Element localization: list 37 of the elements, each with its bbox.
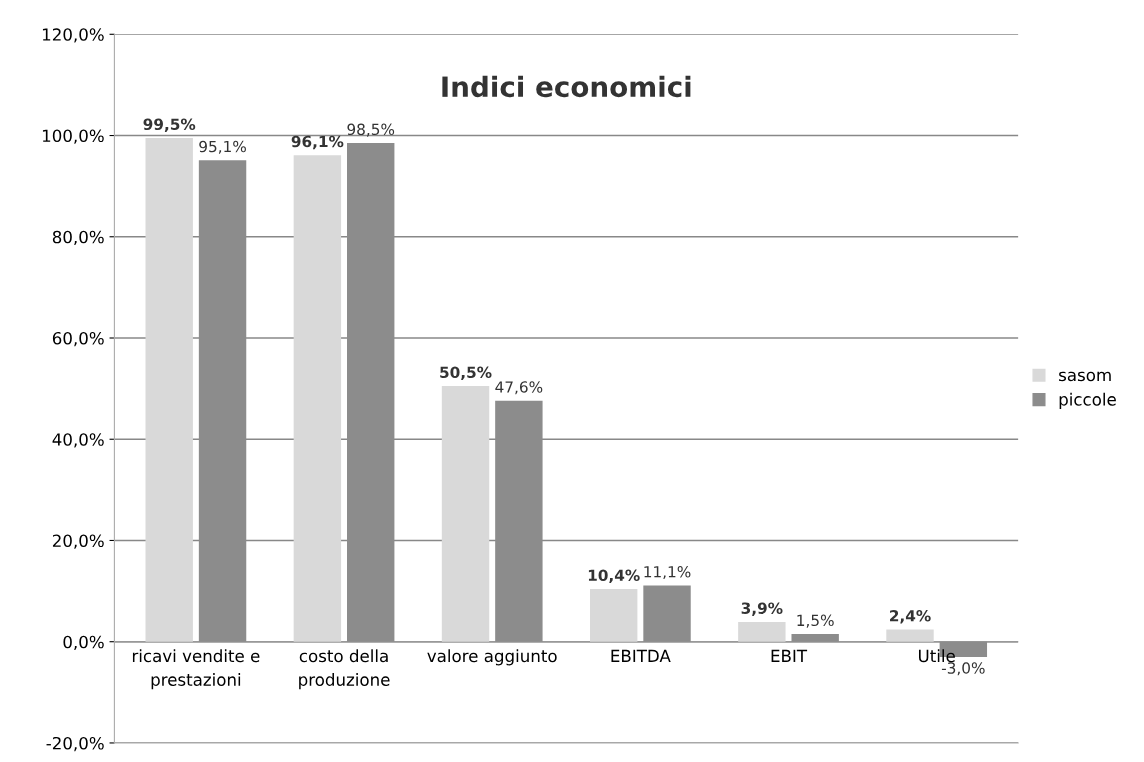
data-label: 98,5% bbox=[347, 123, 395, 137]
bar bbox=[643, 585, 691, 642]
text: Indici economici bbox=[442, 75, 691, 98]
data-label: 2,4% bbox=[890, 609, 931, 624]
data-label: -3,0% bbox=[941, 662, 985, 676]
bar bbox=[145, 138, 193, 642]
y-tick-label: 80,0% bbox=[52, 230, 104, 246]
y-tick-label: 40,0% bbox=[52, 433, 104, 448]
y-tick-label: 120,0% bbox=[42, 28, 104, 43]
y-tick-label: 60,0% bbox=[52, 331, 104, 347]
bar bbox=[293, 155, 342, 642]
x-tick-label: Utile bbox=[919, 649, 955, 663]
bar bbox=[589, 589, 638, 642]
data-label: 3,9% bbox=[741, 602, 783, 616]
y-tick-label: -20,0% bbox=[46, 736, 104, 752]
legend-label: piccole bbox=[1059, 392, 1116, 409]
bar bbox=[791, 634, 839, 642]
x-tick-label: ricavi vendite e prestazioni bbox=[132, 649, 260, 690]
x-tick-label: valore aggiunto bbox=[427, 649, 557, 666]
y-tick-label: 20,0% bbox=[52, 534, 104, 549]
data-label: 99,5% bbox=[143, 118, 196, 132]
data-label: 96,1% bbox=[291, 135, 344, 150]
data-label: 50,5% bbox=[440, 366, 492, 381]
bar bbox=[738, 621, 786, 642]
data-label: 1,5% bbox=[797, 614, 834, 628]
y-tick-label: 0,0% bbox=[63, 635, 104, 650]
x-tick-label: EBIT bbox=[771, 649, 808, 662]
bar bbox=[441, 386, 490, 642]
data-label: 95,1% bbox=[199, 140, 246, 154]
legend-label: sasom bbox=[1059, 371, 1111, 382]
x-tick-label: EBITDA bbox=[611, 649, 671, 662]
data-label: 10,4% bbox=[588, 569, 640, 583]
data-label: 11,1% bbox=[644, 565, 691, 580]
x-tick-label: costo della produzione bbox=[299, 649, 390, 690]
bar bbox=[886, 629, 934, 642]
data-label: 47,6% bbox=[495, 381, 543, 395]
y-tick-label: 100,0% bbox=[42, 129, 104, 144]
